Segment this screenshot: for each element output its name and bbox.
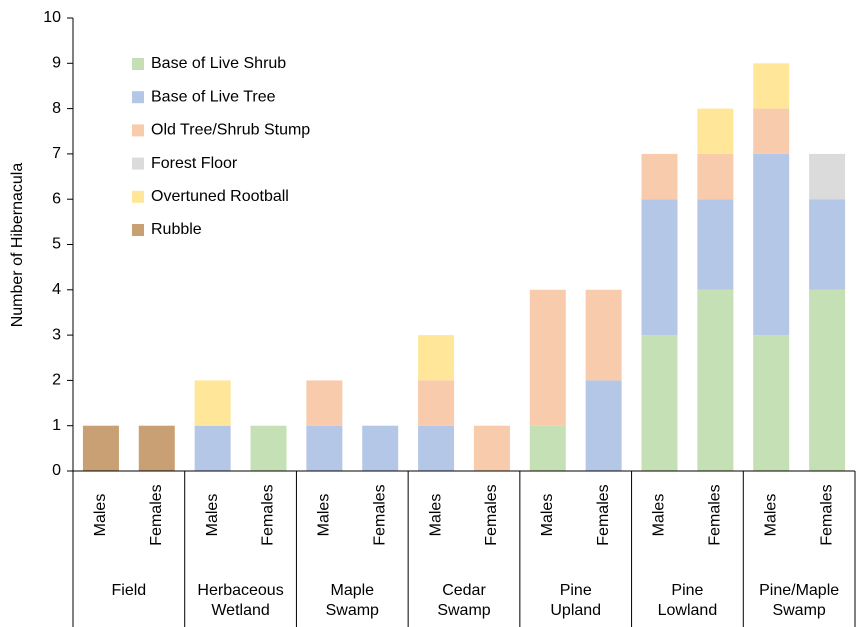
group-label: Swamp bbox=[437, 602, 490, 619]
y-tick-label: 1 bbox=[52, 417, 61, 434]
y-tick-label: 8 bbox=[52, 100, 61, 117]
legend-swatch bbox=[132, 91, 144, 104]
y-axis-label: Number of Hibernacula bbox=[9, 163, 26, 328]
y-tick-label: 9 bbox=[52, 55, 61, 72]
legend-swatch bbox=[132, 224, 144, 236]
legend-swatch bbox=[132, 58, 144, 70]
bar-segment bbox=[753, 335, 790, 471]
bar-segment bbox=[753, 108, 790, 154]
y-tick-label: 10 bbox=[43, 9, 61, 26]
bar-segment bbox=[697, 108, 734, 154]
legend-label: Overtuned Rootball bbox=[151, 188, 289, 205]
group-label: Field bbox=[112, 582, 147, 599]
x-tick-label: Females bbox=[595, 484, 612, 545]
bar-segment bbox=[641, 335, 678, 471]
legend-label: Rubble bbox=[151, 221, 202, 238]
bar-segment bbox=[585, 289, 622, 381]
bar-segment bbox=[194, 425, 231, 471]
group-label: Swamp bbox=[772, 602, 825, 619]
group-label: Herbaceous bbox=[197, 582, 283, 599]
legend-label: Base of Live Tree bbox=[151, 88, 276, 105]
bar-segment bbox=[529, 425, 566, 471]
x-tick-label: Females bbox=[371, 484, 388, 545]
x-tick-label: Females bbox=[707, 484, 724, 545]
x-tick-label: Males bbox=[92, 494, 109, 537]
group-label: Pine bbox=[671, 582, 703, 599]
bar-segment bbox=[82, 425, 119, 471]
bar-segment bbox=[473, 425, 510, 471]
bar-segment bbox=[194, 380, 231, 426]
bar-segment bbox=[418, 380, 455, 426]
bar-segment bbox=[138, 425, 175, 471]
bar-segment bbox=[753, 63, 790, 109]
legend-swatch bbox=[132, 124, 144, 137]
x-tick-label: Males bbox=[539, 494, 556, 537]
x-tick-label: Females bbox=[818, 484, 835, 545]
y-tick-label: 6 bbox=[52, 190, 61, 207]
bar-segment bbox=[418, 425, 455, 471]
legend-label: Base of Live Shrub bbox=[151, 55, 286, 72]
bar-segment bbox=[306, 380, 343, 426]
x-tick-label: Males bbox=[427, 494, 444, 537]
bar-segment bbox=[697, 153, 734, 200]
bar-segment bbox=[306, 425, 343, 471]
bar-segment bbox=[809, 153, 846, 200]
group-label: Swamp bbox=[326, 602, 379, 619]
group-label: Upland bbox=[550, 602, 601, 619]
x-tick-label: Females bbox=[148, 484, 165, 545]
bar-segment bbox=[697, 289, 734, 471]
bar-segment bbox=[697, 199, 734, 290]
group-label: Lowland bbox=[658, 602, 718, 619]
group-label: Wetland bbox=[211, 602, 269, 619]
y-tick-label: 5 bbox=[52, 236, 61, 253]
bar-segment bbox=[641, 153, 678, 200]
x-tick-label: Males bbox=[204, 494, 221, 537]
bar-segment bbox=[809, 289, 846, 471]
bar-segment bbox=[418, 335, 455, 381]
bar-segment bbox=[362, 425, 399, 471]
x-tick-label: Females bbox=[260, 484, 277, 545]
bar-segment bbox=[585, 380, 622, 471]
bar-segment bbox=[753, 153, 790, 336]
x-tick-label: Males bbox=[762, 494, 779, 537]
group-label: Pine bbox=[560, 582, 592, 599]
y-tick-label: 0 bbox=[52, 462, 61, 479]
group-label: Cedar bbox=[442, 582, 486, 599]
legend-label: Forest Floor bbox=[151, 155, 238, 172]
group-label: Maple bbox=[330, 582, 374, 599]
y-tick-label: 2 bbox=[52, 372, 61, 389]
y-tick-label: 3 bbox=[52, 326, 61, 343]
legend-label: Old Tree/Shrub Stump bbox=[151, 122, 310, 139]
group-label: Pine/Maple bbox=[759, 582, 839, 599]
bar-segment bbox=[641, 199, 678, 336]
x-tick-label: Males bbox=[316, 494, 333, 537]
x-tick-label: Females bbox=[483, 484, 500, 545]
y-tick-label: 4 bbox=[52, 281, 61, 298]
bar-segment bbox=[809, 199, 846, 290]
bar-segment bbox=[250, 425, 287, 471]
legend-swatch bbox=[132, 157, 144, 170]
bar-segment bbox=[529, 289, 566, 426]
legend-swatch bbox=[132, 190, 144, 203]
x-tick-label: Males bbox=[651, 494, 668, 537]
y-tick-label: 7 bbox=[52, 145, 61, 162]
